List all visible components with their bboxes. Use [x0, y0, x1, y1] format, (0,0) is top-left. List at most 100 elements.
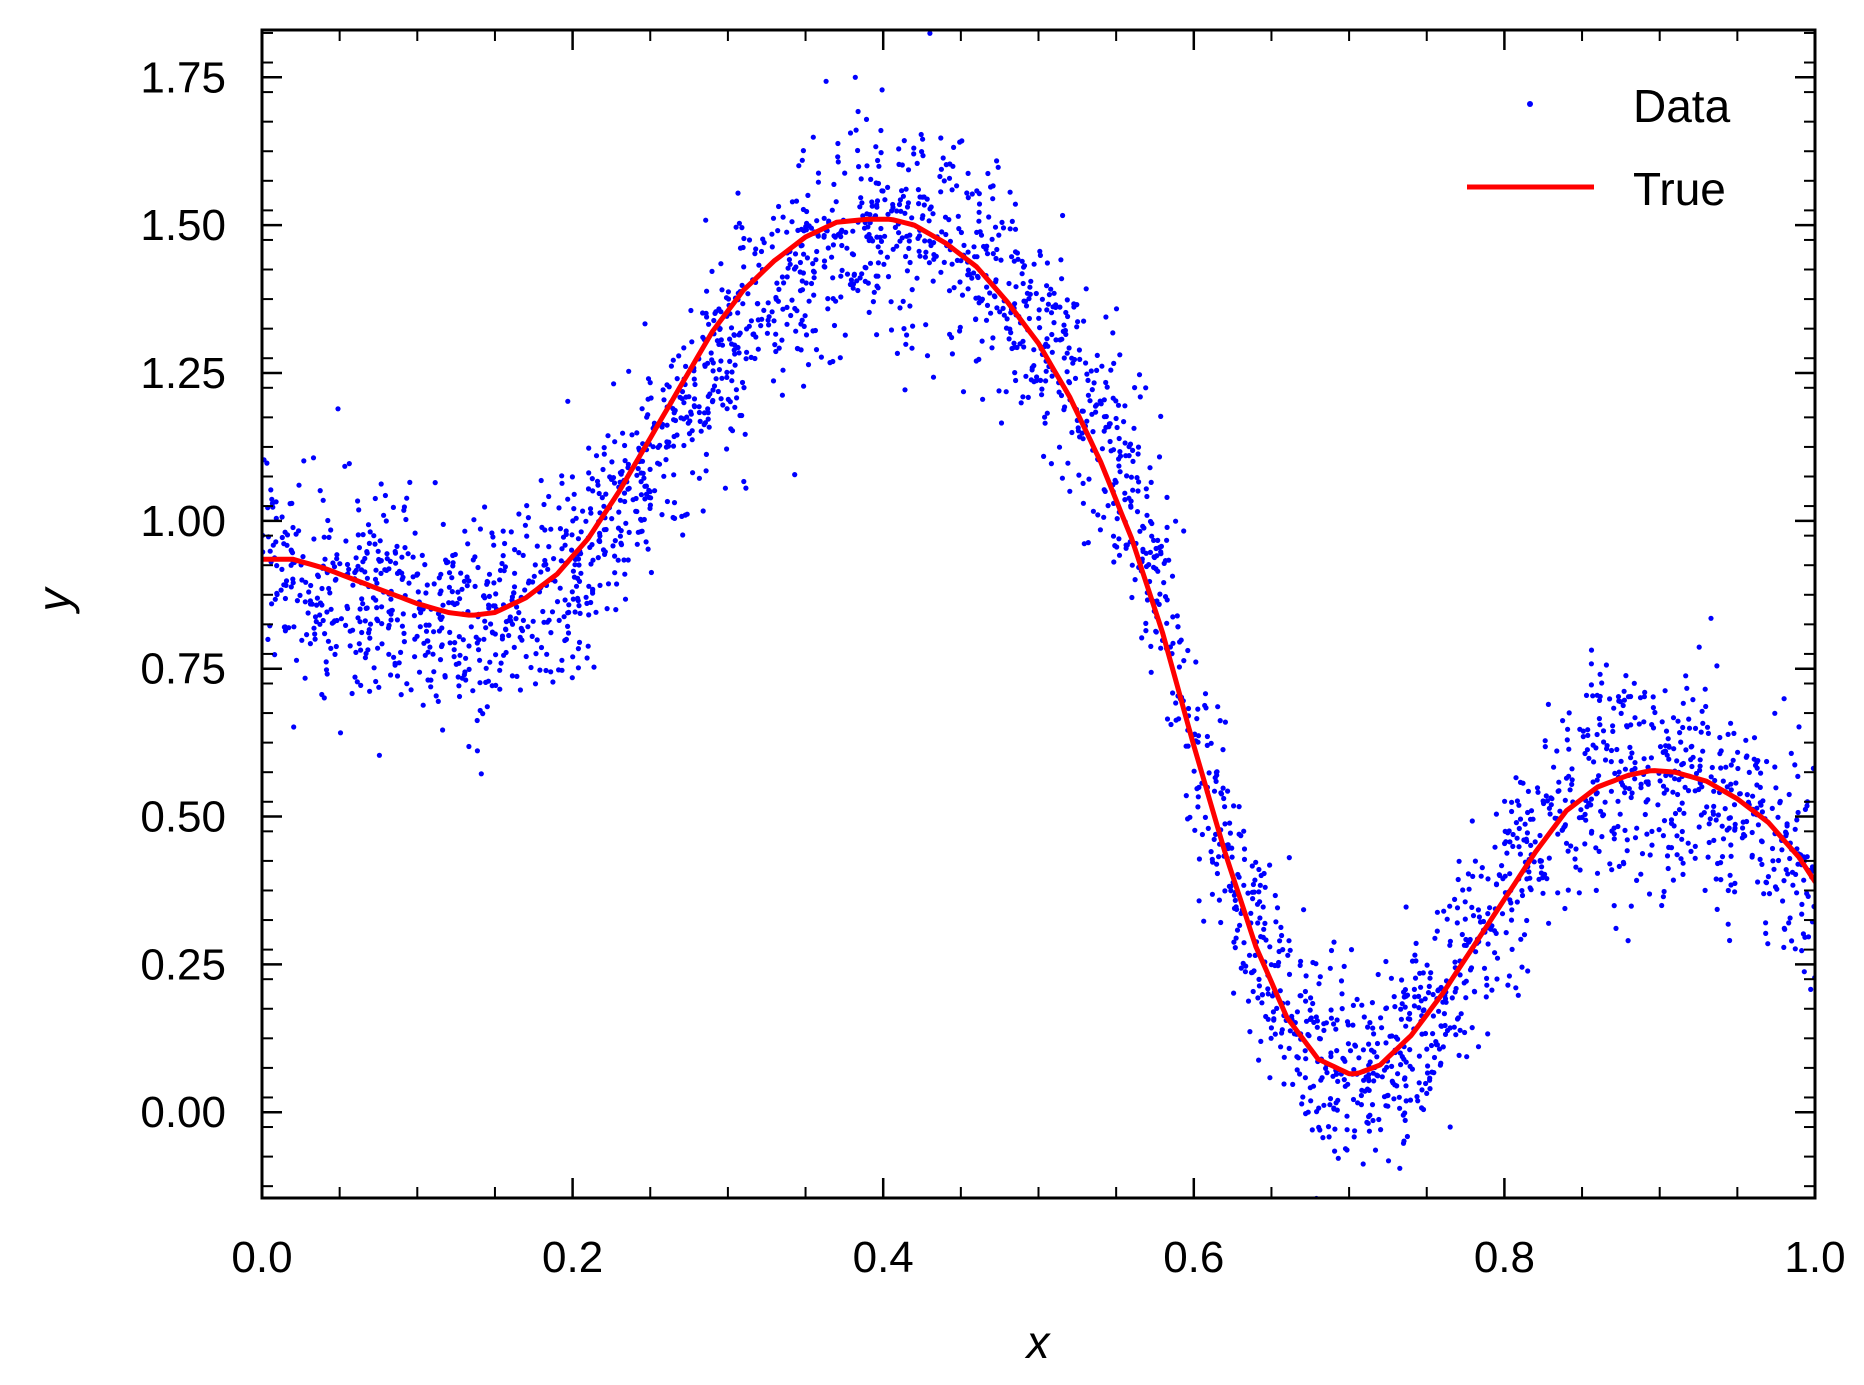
data-point	[1360, 1161, 1366, 1167]
data-point	[1175, 624, 1181, 630]
data-point	[558, 558, 564, 564]
data-point	[425, 649, 431, 655]
data-point	[1185, 705, 1192, 712]
data-point	[1314, 1109, 1320, 1115]
data-point	[1421, 1007, 1427, 1013]
data-point	[1049, 373, 1055, 379]
data-point	[787, 261, 793, 267]
data-point	[1465, 871, 1471, 877]
data-point	[731, 347, 737, 353]
data-point	[643, 539, 649, 545]
data-point	[485, 678, 491, 684]
data-point	[392, 550, 399, 556]
data-point	[513, 616, 519, 622]
data-point	[601, 527, 607, 533]
data-point	[1413, 940, 1419, 947]
data-point	[1317, 974, 1323, 980]
data-point	[522, 587, 528, 593]
data-point	[305, 610, 311, 616]
data-point	[1013, 284, 1019, 290]
data-point	[360, 532, 366, 538]
data-point	[979, 338, 985, 344]
data-point	[1007, 326, 1013, 332]
data-point	[372, 541, 378, 547]
data-point	[719, 342, 726, 348]
data-point	[597, 533, 603, 539]
data-point	[1256, 1057, 1262, 1063]
data-point	[1546, 920, 1552, 926]
data-point	[1307, 1007, 1313, 1013]
data-point	[612, 553, 618, 559]
data-point	[449, 589, 455, 595]
data-point	[1067, 488, 1073, 494]
data-point	[976, 209, 982, 215]
data-point	[1021, 263, 1028, 269]
data-point	[1560, 718, 1566, 724]
data-point	[1454, 920, 1460, 926]
data-point	[990, 335, 996, 341]
data-point	[1314, 1024, 1320, 1030]
data-point	[825, 245, 831, 251]
data-point	[1686, 725, 1693, 731]
data-point	[1268, 1025, 1274, 1031]
data-point	[844, 271, 851, 277]
data-point	[290, 524, 296, 531]
data-point	[1097, 398, 1103, 404]
data-point	[1245, 890, 1251, 896]
data-point	[965, 267, 972, 273]
data-point	[1641, 719, 1647, 725]
data-point	[918, 131, 924, 138]
data-point	[1365, 1024, 1371, 1030]
data-point	[765, 317, 771, 323]
data-point	[1569, 766, 1575, 772]
data-point	[1775, 857, 1782, 864]
data-point	[647, 380, 653, 386]
data-point	[1493, 811, 1499, 817]
data-point	[482, 504, 488, 510]
data-point	[770, 215, 777, 221]
data-point	[1751, 735, 1758, 741]
data-point	[1001, 312, 1007, 318]
data-point	[498, 660, 504, 666]
data-point	[1525, 788, 1531, 795]
data-point	[1023, 373, 1029, 379]
data-point	[884, 254, 891, 260]
data-point	[1393, 1034, 1399, 1040]
data-point	[1156, 544, 1163, 551]
data-point	[1531, 859, 1537, 865]
data-point	[1597, 722, 1603, 728]
data-point	[1354, 996, 1360, 1003]
data-point	[1256, 976, 1262, 983]
data-point	[1222, 719, 1228, 725]
data-point	[1272, 1031, 1278, 1037]
data-point	[1013, 377, 1019, 384]
data-point	[528, 664, 534, 671]
data-point	[789, 297, 795, 303]
data-point	[1416, 1005, 1422, 1011]
data-point	[311, 536, 317, 542]
data-point	[1044, 410, 1050, 416]
data-point	[332, 651, 338, 658]
data-point	[1366, 1072, 1372, 1078]
data-point	[450, 560, 456, 566]
data-point	[1003, 389, 1009, 395]
data-point	[440, 727, 446, 733]
data-point	[1074, 302, 1080, 308]
data-point	[855, 108, 861, 115]
data-point	[1461, 980, 1467, 986]
data-point	[1593, 887, 1599, 894]
data-point	[1039, 392, 1045, 398]
data-point	[1037, 377, 1044, 383]
data-point	[1327, 1096, 1334, 1102]
data-point	[1757, 856, 1763, 863]
data-point	[1545, 701, 1551, 708]
data-point	[1065, 460, 1071, 466]
data-point	[1379, 1074, 1385, 1080]
data-point	[1642, 689, 1648, 696]
data-point	[1007, 189, 1013, 195]
data-point	[818, 354, 825, 360]
data-point	[634, 541, 640, 547]
data-point	[373, 567, 379, 573]
data-point	[1057, 337, 1063, 343]
line-layer	[262, 216, 1815, 1077]
